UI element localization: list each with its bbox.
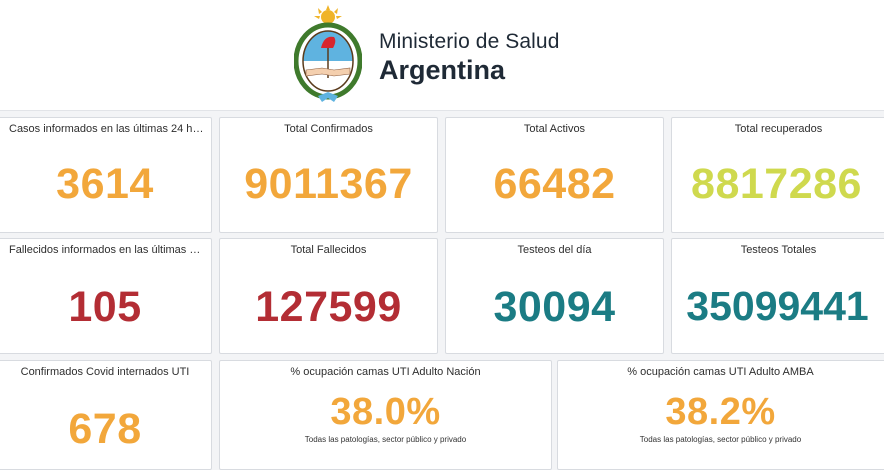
country-name: Argentina <box>379 55 506 85</box>
argentina-coat-of-arms-icon <box>294 5 362 102</box>
ministry-name: Ministerio de Salud <box>379 30 560 53</box>
card-title: % ocupación camas UTI Adulto Nación <box>290 366 481 378</box>
card-total-fallecidos[interactable]: Total Fallecidos 127599 <box>219 238 438 354</box>
card-fallecidos-24h[interactable]: Fallecidos informados en las últimas 24 … <box>0 238 212 354</box>
card-title: Confirmados Covid internados UTI <box>20 366 190 378</box>
header: Ministerio de Salud Argentina <box>0 0 884 111</box>
card-title: % ocupación camas UTI Adulto AMBA <box>627 366 814 378</box>
card-testeos-dia[interactable]: Testeos del día 30094 <box>445 238 664 354</box>
card-title: Total Confirmados <box>284 123 373 135</box>
card-value: 678 <box>68 405 142 453</box>
card-value: 9011367 <box>244 160 413 208</box>
card-total-confirmados[interactable]: Total Confirmados 9011367 <box>219 117 438 233</box>
card-value: 38.0% <box>330 391 441 433</box>
card-total-activos[interactable]: Total Activos 66482 <box>445 117 664 233</box>
card-value: 66482 <box>493 160 616 208</box>
card-title: Testeos del día <box>517 244 592 256</box>
card-casos-24h[interactable]: Casos informados en las últimas 24 horas… <box>0 117 212 233</box>
card-title: Casos informados en las últimas 24 horas <box>9 123 205 135</box>
card-value: 38.2% <box>665 391 776 433</box>
card-value: 105 <box>68 283 142 331</box>
card-value: 35099441 <box>686 283 869 329</box>
card-title: Total Activos <box>523 123 586 135</box>
card-internados-uti[interactable]: Confirmados Covid internados UTI 678 <box>0 360 212 470</box>
card-title: Testeos Totales <box>740 244 817 256</box>
card-testeos-totales[interactable]: Testeos Totales 35099441 <box>671 238 884 354</box>
card-uti-amba[interactable]: % ocupación camas UTI Adulto AMBA 38.2% … <box>557 360 884 470</box>
card-value: 127599 <box>255 283 402 331</box>
card-title: Total Fallecidos <box>290 244 367 256</box>
card-value: 8817286 <box>691 160 862 208</box>
card-title: Fallecidos informados en las últimas 24 … <box>9 244 205 256</box>
card-total-recuperados[interactable]: Total recuperados 8817286 <box>671 117 884 233</box>
card-note: Todas las patologías, sector público y p… <box>639 435 802 444</box>
card-title: Total recuperados <box>734 123 823 135</box>
card-value: 3614 <box>56 160 154 208</box>
card-value: 30094 <box>493 283 616 331</box>
card-note: Todas las patologías, sector público y p… <box>304 435 467 444</box>
card-uti-nacion[interactable]: % ocupación camas UTI Adulto Nación 38.0… <box>219 360 552 470</box>
